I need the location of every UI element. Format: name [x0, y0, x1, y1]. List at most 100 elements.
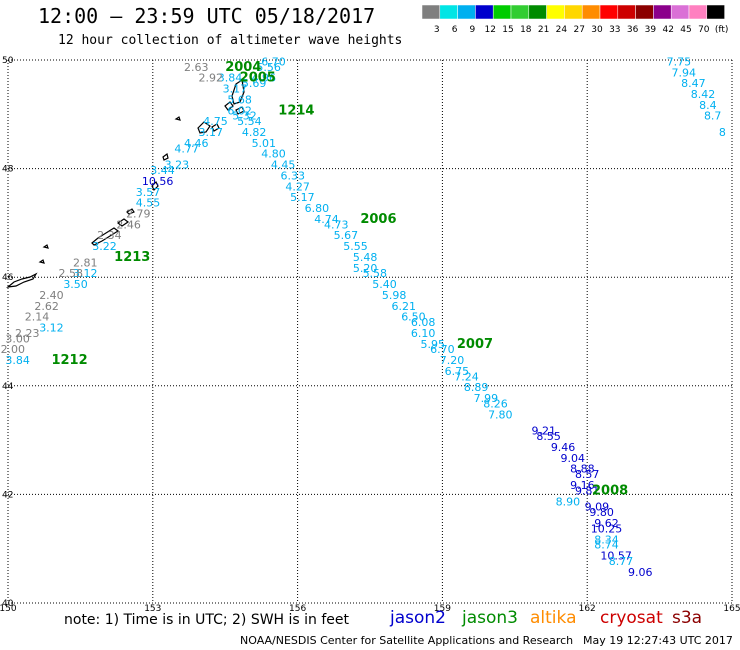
swh-value-altika: 2.14: [25, 311, 50, 324]
swh-value-jason3: 4.55: [136, 197, 161, 210]
swh-value-jason3: 3.17: [198, 126, 223, 139]
color-scale-label: 39: [645, 25, 657, 35]
swh-value-jason2: 9.09: [585, 501, 610, 514]
color-scale-label: 6: [452, 25, 458, 35]
swh-value-jason3: 3.84: [5, 354, 30, 367]
swh-value-jason3: 4.74: [314, 213, 339, 226]
swh-value-jason3: 5.54: [237, 115, 262, 128]
swh-value-jason3: 3.12: [73, 267, 98, 280]
data-points: 10.56 9.218.559.469.048.888.579.169.81 9.0…: [1, 55, 726, 578]
swh-value-altika: 3.00: [5, 332, 30, 345]
swh-value-altika: 2.00: [1, 343, 26, 356]
swh-value-jason3: 3.22: [92, 240, 117, 253]
swh-value-jason3: 8.47: [681, 77, 706, 90]
satellite-label-cryosat: cryosat: [600, 608, 663, 628]
color-scale-label: 3: [434, 25, 440, 35]
swh-value-jason3: 5.17: [290, 191, 315, 204]
island-outline-kuril-7: [211, 123, 220, 132]
y-tick-label: 44: [2, 382, 14, 392]
swh-value-jason3: 5.32: [232, 110, 257, 123]
swh-value-jason2: 9.81: [575, 484, 600, 497]
color-scale-label: 21: [538, 25, 549, 35]
island-outline-kuril-12: [38, 259, 45, 264]
swh-value-altika: 2.81: [73, 256, 98, 269]
island-outline-kuril-11: [42, 244, 49, 249]
pass-time-label: 2005: [240, 71, 276, 86]
swh-value-altika: 2.92: [198, 72, 223, 85]
pass-time-label: 1214: [278, 103, 314, 118]
grid: [7, 59, 733, 604]
swh-value-jason3: 6.10: [411, 327, 436, 340]
swh-value-jason3: 6.75: [445, 365, 470, 378]
swh-value-jason3: 3.44: [150, 164, 175, 177]
swh-value-jason3: 8.7: [704, 110, 722, 123]
swh-value-jason3: 6.02: [227, 104, 252, 117]
x-tick-label: 159: [434, 604, 451, 614]
swh-value-jason3: 7.94: [671, 66, 696, 79]
swh-value-jason3: 4.96: [252, 72, 277, 85]
timestamp-text: May 19 12:27:43 UTC 2017: [583, 634, 733, 647]
swh-value-jason2: 8.57: [575, 468, 600, 481]
pass-time-label: 1213: [114, 250, 150, 265]
swh-value-jason3: 6.21: [392, 300, 417, 313]
swh-value-jason3: 3.23: [165, 159, 190, 172]
color-scale-label: 30: [591, 25, 603, 35]
swh-value-jason3: 3.57: [136, 186, 161, 199]
color-scale-label: 45: [680, 25, 691, 35]
swh-value-jason3: 8: [719, 126, 726, 139]
swh-value-altika: 2.40: [39, 289, 64, 302]
island-outline-kuril-4: [151, 180, 159, 192]
island-outline-kuril-8: [224, 101, 234, 111]
swh-value-jason3: 6.08: [411, 316, 436, 329]
swh-value-jason3: 5.20: [353, 262, 378, 275]
chart-subtitle: 12 hour collection of altimeter wave hei…: [58, 33, 403, 48]
swh-value-jason3: 4.75: [203, 115, 228, 128]
swh-value-jason3: 8.74: [594, 539, 619, 552]
swh-value-jason2: 9.80: [589, 506, 614, 519]
swh-value-jason2: 8.55: [536, 430, 561, 443]
swh-value-altika: 2.79: [126, 207, 151, 220]
swh-value-jason3: 4.82: [242, 126, 267, 139]
swh-value-jason3: 5.55: [343, 240, 368, 253]
swh-value-jason2: 10.56: [142, 175, 174, 188]
pass-time-label: 2006: [360, 212, 396, 227]
swh-value-jason3: 7.80: [488, 408, 513, 421]
swh-value-jason3: 8.34: [594, 533, 619, 546]
swh-value-jason3: 4.77: [174, 142, 199, 155]
x-tick-label: 165: [723, 604, 740, 614]
satellite-label-s3a: s3a: [672, 608, 703, 628]
swh-value-jason2: 8.88: [570, 463, 595, 476]
swh-value-jason3: 5.68: [227, 93, 252, 106]
swh-value-jason3: 6.50: [401, 311, 426, 324]
swh-value-altika: 2.62: [34, 300, 59, 313]
swh-value-jason3: 4.45: [271, 159, 296, 172]
footnote: note: 1) Time is in UTC; 2) SWH is in fe…: [64, 612, 350, 628]
y-tick-label: 50: [2, 56, 14, 66]
swh-value-jason3: 5.69: [242, 77, 267, 90]
y-tick-label: 48: [2, 165, 14, 175]
swh-value-jason3: 7.99: [474, 392, 499, 405]
island-outline-kuril-13: [174, 116, 181, 121]
swh-value-jason3: 8.4: [699, 99, 717, 112]
axis-ticks: 150 153 156 159 162 165 40 42 44 46 48 50: [0, 56, 740, 614]
x-tick-label: 153: [144, 604, 161, 614]
swh-value-jason2: 9.62: [594, 517, 619, 530]
swh-value-jason3: 5.01: [252, 137, 277, 150]
swh-value-jason3: 4.80: [261, 148, 286, 161]
swh-value-jason2: 10.57: [600, 550, 632, 563]
pass-time-label: 2007: [457, 337, 493, 352]
color-scale-label: (ft): [715, 25, 729, 35]
color-scale-legend: 3 6 9 12 15 18 21 24 27 30 33 36 39 42 45 70 (ft): [421, 4, 729, 35]
swh-value-altika: 2.46: [116, 218, 141, 231]
swh-value-jason3: 7.20: [440, 354, 465, 367]
swh-value-altika: 2.58: [58, 267, 83, 280]
x-tick-label: 156: [289, 604, 306, 614]
swh-value-jason3: 8.77: [609, 555, 634, 568]
color-scale-label: 18: [520, 25, 532, 35]
y-tick-label: 40: [2, 599, 14, 609]
swh-value-jason2: 10.25: [591, 522, 623, 535]
color-scale-label: 70: [698, 25, 710, 35]
color-swatch-16: [706, 4, 725, 20]
swh-value-jason3: 7.75: [667, 55, 692, 68]
